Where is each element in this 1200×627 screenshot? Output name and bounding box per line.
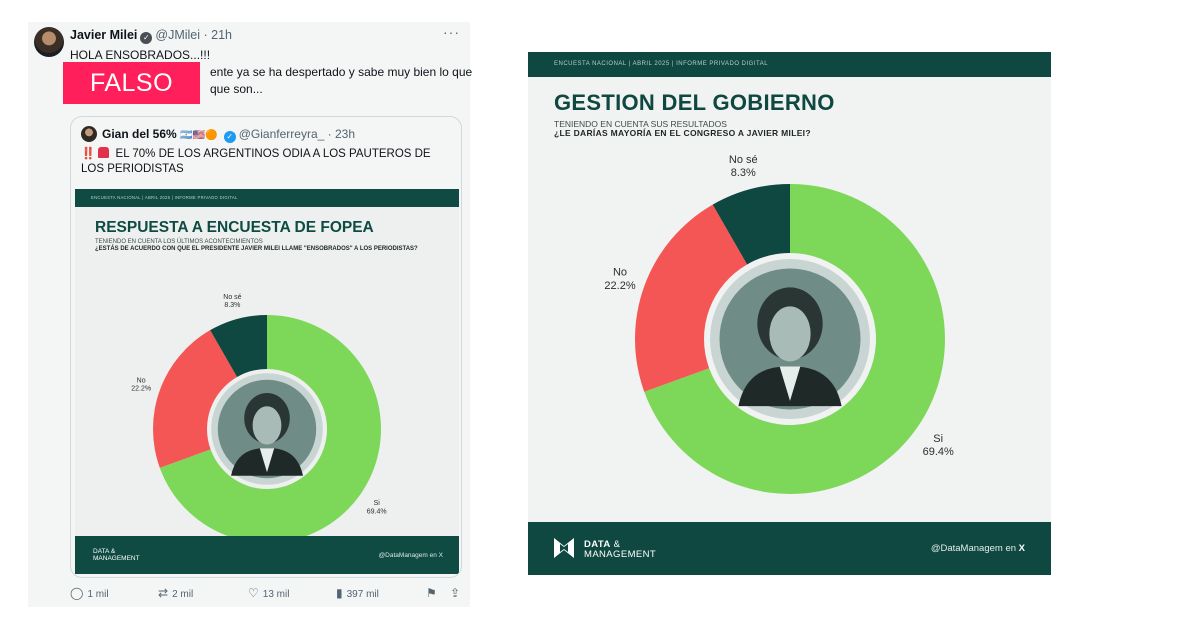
verified-badge-icon: ✓ — [140, 32, 153, 44]
quoted-author-avatar[interactable] — [81, 126, 97, 142]
mini-title: RESPUESTA A ENCUESTA DE FOPEA — [95, 219, 374, 236]
slice-value-label: 69.4% — [923, 446, 954, 458]
card-subtitle-line1: TENIENDO EN CUENTA SUS RESULTADOS — [554, 119, 727, 129]
mini-logo-line1: DATA & — [93, 548, 116, 555]
donut-slice-no-se — [712, 184, 790, 265]
quoted-time[interactable]: 23h — [334, 127, 355, 141]
views-button[interactable]: ▮ 397 mil — [336, 586, 379, 600]
slice-label: No — [613, 267, 627, 279]
center-portrait — [710, 259, 870, 419]
donut-slice-si — [159, 315, 381, 543]
card-handle: @DataManagem en X — [931, 543, 1025, 554]
mini-footer: DATA & MANAGEMENT @DataManagem en X — [75, 536, 459, 574]
author-name[interactable]: Javier Milei — [70, 28, 138, 42]
reply-button[interactable]: ◯ 1 mil — [70, 586, 109, 600]
repost-button[interactable]: ⇄ 2 mil — [158, 586, 193, 600]
heart-icon: ♡ — [248, 586, 259, 600]
tweet-action-bar: ◯ 1 mil ⇄ 2 mil ♡ 13 mil ▮ 397 mil ⚑ ⇪ — [28, 586, 470, 602]
repost-icon: ⇄ — [158, 586, 169, 600]
slice-value-label: 22.2% — [604, 280, 635, 292]
quoted-text: ‼️ EL 70% DE LOS ARGENTINOS ODIA A LOS P… — [81, 147, 456, 177]
handle-x: X — [1018, 543, 1025, 554]
verified-badge-icon: ✓ — [223, 131, 236, 143]
tweet-time[interactable]: 21h — [211, 28, 233, 42]
quoted-text-body: EL 70% DE LOS ARGENTINOS ODIA A LOS PAUT… — [81, 148, 431, 175]
slice-label: Si — [374, 500, 381, 507]
donut-slice-no — [635, 204, 748, 392]
mini-logo-line2: MANAGEMENT — [93, 555, 140, 562]
tweet-text: HOLA ENSOBRADOS...!!! ente ya se ha desp… — [70, 47, 473, 98]
siren-icon — [98, 147, 110, 158]
reply-icon: ◯ — [70, 586, 84, 600]
mini-donut-chart: Si 69.4% No 22.2% No sé8.3% — [131, 294, 387, 543]
card-subtitle-line2: ¿LE DARÍAS MAYORÍA EN EL CONGRESO A JAVI… — [554, 128, 811, 138]
slice-label: Si — [933, 433, 943, 445]
repost-count: 2 mil — [172, 589, 194, 600]
card-title: GESTION DEL GOBIERNO — [554, 90, 835, 115]
slice-label: No — [137, 377, 146, 384]
donut-slice-no-se — [210, 315, 267, 377]
tweet-line: que son... — [210, 82, 263, 96]
mini-subtitle-line1: TENIENDO EN CUENTA LOS ÚLTIMOS ACONTECIM… — [95, 239, 263, 245]
flag-emoji-icon: 🇦🇷🇺🇸🟠 — [180, 130, 218, 141]
mini-subtitle-line2: ¿ESTÁS DE ACUERDO CON QUE EL PRESIDENTE … — [95, 246, 418, 252]
views-chart-icon: ▮ — [336, 586, 343, 600]
tweet-screenshot: Javier Milei ✓ @JMilei · 21h ··· HOLA ENSO… — [28, 22, 473, 607]
slice-value-label: 8.3% — [224, 302, 240, 309]
mini-subtitle: TENIENDO EN CUENTA LOS ÚLTIMOS ACONTECIM… — [95, 239, 435, 253]
views-count: 397 mil — [346, 589, 379, 600]
header-band: ENCUESTA NACIONAL | ABRIL 2025 | INFORME… — [528, 52, 1051, 77]
slice-value-label: 8.3% — [731, 167, 756, 179]
card-footer: DATA & MANAGEMENT @DataManagem en X — [528, 522, 1051, 575]
slice-value-label: 22.2% — [131, 386, 151, 393]
data-management-logo-icon — [554, 538, 574, 558]
falso-label: FALSO — [63, 62, 200, 104]
card-subtitle: TENIENDO EN CUENTA SUS RESULTADOS ¿LE DA… — [554, 120, 811, 138]
logo-text: DATA & MANAGEMENT — [584, 540, 656, 560]
author-avatar[interactable] — [34, 27, 64, 57]
logo-amp: & — [613, 539, 621, 550]
donut-slice-no — [153, 330, 238, 468]
quoted-author-name[interactable]: Gian del 56% — [102, 127, 177, 141]
mini-handle: @DataManagem en X — [378, 552, 443, 559]
logo-line2: MANAGEMENT — [584, 549, 657, 560]
slice-value-label: 69.4% — [367, 509, 387, 516]
donut-slice-si — [644, 184, 945, 494]
center-portrait — [211, 373, 323, 485]
logo-line1: DATA — [584, 539, 611, 550]
handle-prefix: @DataManagem en — [930, 543, 1017, 554]
author-handle[interactable]: @JMilei — [155, 28, 201, 42]
reply-count: 1 mil — [87, 589, 109, 600]
infographic-card: ENCUESTA NACIONAL | ABRIL 2025 | INFORME… — [528, 52, 1051, 575]
tweet-header: Javier Milei ✓ @JMilei · 21h — [70, 28, 233, 44]
quoted-author-handle[interactable]: @Gianferreyra_ — [238, 127, 325, 141]
slice-label: No sé — [223, 294, 241, 301]
more-dots-icon[interactable]: ··· — [443, 24, 460, 40]
quoted-tweet[interactable]: Gian del 56% 🇦🇷🇺🇸🟠 ✓ @Gianferreyra_ · 23h… — [70, 116, 462, 578]
bookmark-icon[interactable]: ⚑ — [426, 586, 437, 600]
tweet-line: ente ya se ha despertado y sabe muy bien… — [210, 65, 473, 79]
share-icon[interactable]: ⇪ — [450, 586, 461, 600]
mini-header-band: ENCUESTA NACIONAL | ABRIL 2025 | INFORME… — [75, 189, 459, 207]
like-count: 13 mil — [262, 589, 290, 600]
slice-label: No sé — [729, 154, 758, 166]
like-button[interactable]: ♡ 13 mil — [248, 586, 289, 600]
tweet-line: HOLA ENSOBRADOS...!!! — [70, 48, 211, 62]
quoted-infographic[interactable]: ENCUESTA NACIONAL | ABRIL 2025 | INFORME… — [75, 189, 459, 574]
mini-logo: DATA & MANAGEMENT — [93, 548, 140, 562]
quoted-header: Gian del 56% 🇦🇷🇺🇸🟠 ✓ @Gianferreyra_ · 23h — [102, 127, 355, 143]
double-exclamation-icon: ‼️ — [81, 148, 96, 160]
